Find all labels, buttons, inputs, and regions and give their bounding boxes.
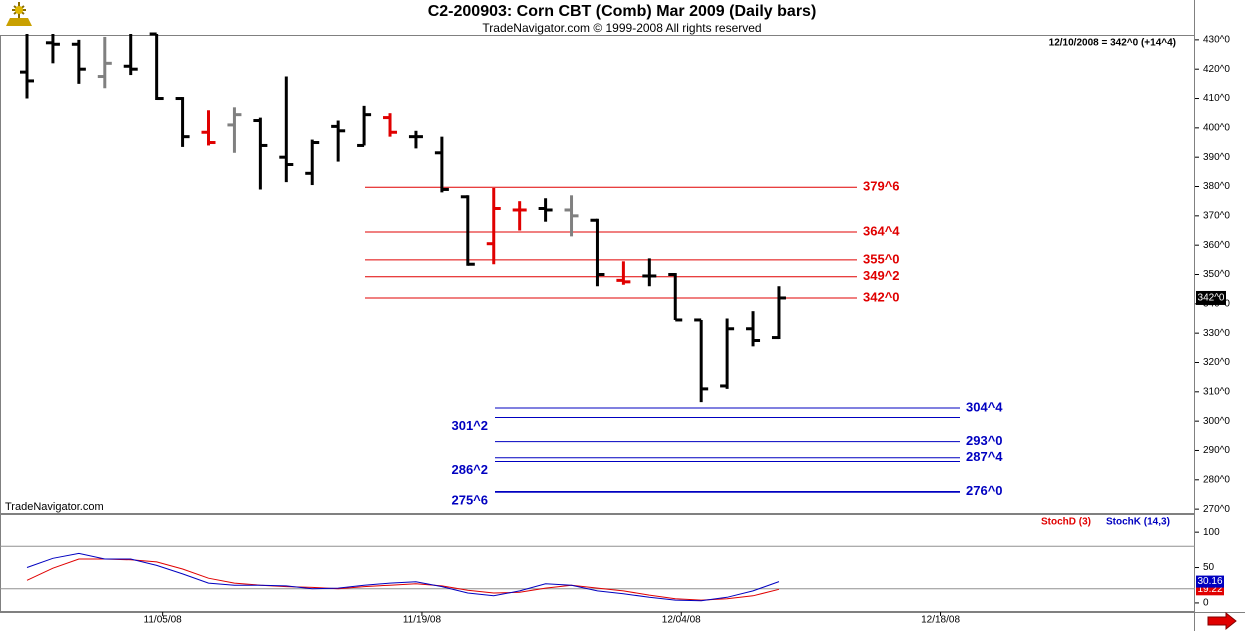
last-info: 12/10/2008 = 342^0 (+14^4) (1049, 38, 1176, 49)
level-label: 293^0 (966, 433, 1003, 448)
y-tick-label: 300^0 (1203, 416, 1230, 427)
level-label: 349^2 (863, 268, 900, 283)
last-value-label: 19.22 (1197, 584, 1222, 595)
y-tick-label: 280^0 (1203, 474, 1230, 485)
chart-subtitle: TradeNavigator.com © 1999-2008 All right… (482, 21, 761, 35)
level-label: 364^4 (863, 223, 900, 238)
level-label: 342^0 (863, 289, 900, 304)
level-label: 275^6 (451, 493, 488, 508)
legend-entry: StochD (3) (1041, 517, 1091, 528)
watermark: TradeNavigator.com (5, 501, 104, 513)
y-tick-label: 270^0 (1203, 504, 1230, 515)
y-tick-label: 370^0 (1203, 210, 1230, 221)
y-tick-label: 290^0 (1203, 445, 1230, 456)
level-label: 286^2 (451, 462, 488, 477)
stoch-line (26, 552, 780, 602)
stoch-line (26, 558, 780, 601)
level-label: 301^2 (451, 418, 488, 433)
y-tick-label: 400^0 (1203, 122, 1230, 133)
y-tick-label: 360^0 (1203, 240, 1230, 251)
x-tick-label: 11/05/08 (144, 615, 183, 626)
x-tick-label: 11/19/08 (403, 615, 442, 626)
level-label: 355^0 (863, 251, 900, 266)
x-tick-label: 12/04/08 (662, 615, 701, 626)
level-label: 276^0 (966, 483, 1003, 498)
legend-entry: StochK (14,3) (1106, 517, 1170, 528)
y-tick-label: 310^0 (1203, 386, 1230, 397)
y-tick-label: 380^0 (1203, 181, 1230, 192)
last-value-label: 30.16 (1197, 576, 1222, 587)
logo (6, 2, 32, 26)
last-price-label: 342^0 (1198, 293, 1225, 304)
last-price-box (1196, 290, 1226, 305)
level-label: 287^4 (966, 449, 1003, 464)
level-label: 379^6 (863, 179, 900, 194)
scroll-arrow[interactable] (1207, 611, 1237, 631)
y-tick-label: 320^0 (1203, 357, 1230, 368)
last-value-box (1196, 575, 1224, 588)
y-tick-label: 330^0 (1203, 328, 1230, 339)
y-tick-label: 100 (1203, 527, 1220, 538)
y-tick-label: 350^0 (1203, 269, 1230, 280)
y-tick-label: 420^0 (1203, 64, 1230, 75)
y-tick-label: 50 (1203, 562, 1215, 573)
level-label: 304^4 (966, 399, 1003, 414)
y-tick-label: 390^0 (1203, 152, 1230, 163)
x-tick-label: 12/18/08 (921, 615, 960, 626)
y-tick-label: 0 (1203, 598, 1209, 609)
chart-title: C2-200903: Corn CBT (Comb) Mar 2009 (Dai… (428, 3, 817, 20)
y-tick-label: 410^0 (1203, 93, 1230, 104)
y-tick-label: 430^0 (1203, 35, 1230, 46)
